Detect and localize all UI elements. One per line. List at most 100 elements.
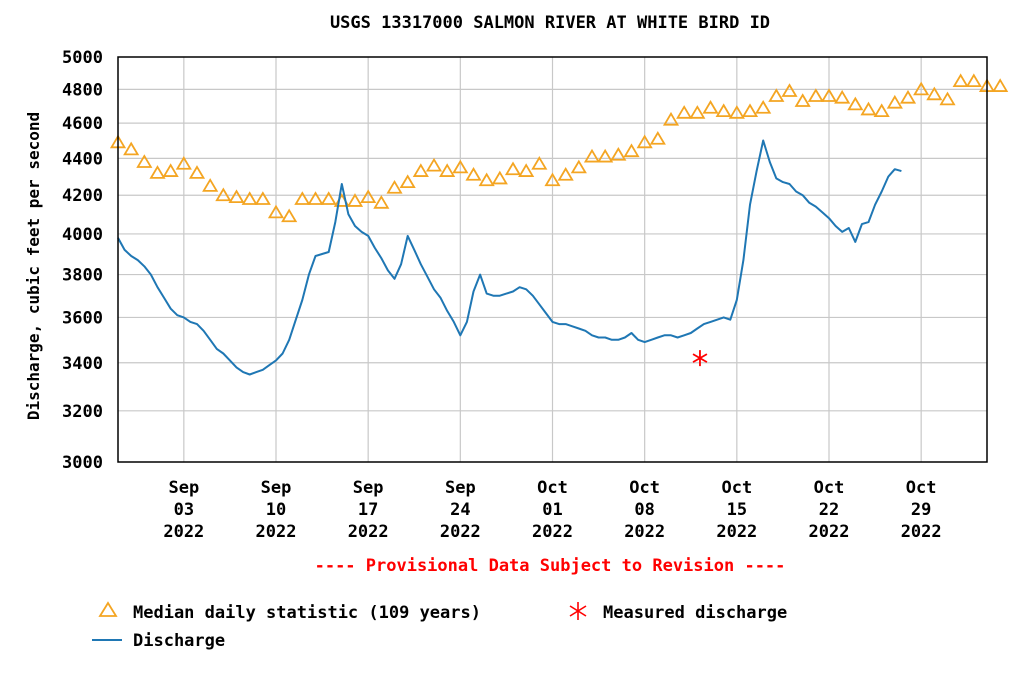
y-tick-label: 3600 — [62, 308, 103, 328]
median-marker — [439, 163, 456, 177]
median-marker — [373, 195, 390, 209]
x-tick-label: 2022 — [532, 522, 573, 542]
plot-frame — [117, 56, 988, 463]
x-tick-label: 22 — [819, 500, 839, 520]
median-marker — [860, 101, 877, 116]
median-marker — [544, 172, 561, 187]
measured-series — [692, 350, 708, 367]
median-marker — [346, 193, 364, 207]
median-marker — [702, 99, 719, 114]
median-marker — [768, 88, 785, 102]
x-tick-label: Sep — [261, 478, 292, 498]
chart-title: USGS 13317000 SALMON RIVER AT WHITE BIRD… — [330, 13, 770, 33]
x-tick-label: 15 — [727, 500, 747, 520]
median-marker — [215, 187, 232, 202]
median-marker — [755, 99, 772, 114]
median-marker — [307, 191, 324, 205]
median-marker — [386, 179, 403, 194]
legend: Median daily statistic (109 years) Measu… — [92, 601, 787, 651]
median-marker — [162, 163, 179, 177]
median-marker — [597, 148, 614, 163]
median-marker — [491, 170, 508, 185]
median-marker — [715, 103, 732, 118]
x-tick-label: 2022 — [348, 522, 389, 542]
median-marker — [952, 73, 969, 88]
legend-median-label: Median daily statistic (109 years) — [133, 603, 481, 623]
median-marker — [465, 166, 482, 181]
median-marker — [360, 189, 377, 204]
median-marker — [676, 105, 693, 119]
x-tick-label: 2022 — [440, 522, 481, 542]
grid — [118, 57, 987, 462]
median-marker — [899, 89, 917, 104]
median-marker — [202, 178, 219, 192]
x-tick-label: 2022 — [624, 522, 665, 542]
median-marker — [294, 191, 311, 205]
x-tick-label: 10 — [266, 500, 286, 520]
y-tick-label: 5000 — [62, 48, 103, 68]
x-tick-label: 01 — [542, 500, 562, 520]
y-tick-label: 4200 — [62, 186, 103, 206]
median-marker — [149, 165, 166, 179]
median-marker — [926, 86, 943, 101]
legend-discharge: Discharge — [92, 631, 225, 651]
median-marker — [320, 191, 337, 205]
x-tick-label: 08 — [634, 500, 654, 520]
triangle-marker-icon — [98, 601, 118, 617]
median-marker — [583, 148, 601, 163]
x-tick-label: Sep — [168, 478, 199, 498]
median-marker — [913, 81, 930, 96]
median-marker — [834, 89, 851, 104]
median-marker — [281, 208, 298, 223]
median-marker — [478, 172, 495, 187]
median-marker — [741, 103, 759, 118]
median-marker — [254, 191, 271, 205]
median-marker — [636, 134, 653, 149]
median-marker — [886, 94, 903, 109]
median-marker — [623, 143, 640, 158]
median-marker — [689, 105, 706, 119]
median-marker — [531, 156, 548, 170]
median-marker — [267, 204, 285, 219]
star-marker-icon — [569, 602, 587, 620]
x-tick-label: Oct — [537, 478, 568, 498]
y-tick-label: 4600 — [62, 114, 103, 134]
median-marker — [557, 166, 574, 181]
x-tick-label: 24 — [450, 500, 470, 520]
median-marker — [794, 93, 811, 107]
x-tick-label: Sep — [445, 478, 476, 498]
median-marker — [992, 78, 1009, 92]
discharge-line — [117, 139, 902, 376]
median-marker — [241, 191, 258, 205]
x-axis-ticks: Sep032022Sep102022Sep172022Sep242022Oct0… — [163, 478, 941, 542]
median-marker — [965, 73, 982, 88]
x-tick-label: Oct — [721, 478, 752, 498]
median-marker — [781, 83, 798, 97]
median-marker — [662, 111, 680, 126]
y-tick-label: 3000 — [62, 453, 103, 473]
median-marker — [939, 91, 956, 106]
x-tick-label: 2022 — [809, 522, 850, 542]
x-tick-label: 2022 — [901, 522, 942, 542]
legend-measured-label: Measured discharge — [603, 603, 787, 623]
median-marker — [728, 105, 745, 119]
legend-discharge-label: Discharge — [133, 631, 225, 651]
measured-marker — [692, 350, 708, 367]
median-marker — [518, 163, 535, 177]
median-series — [109, 73, 1009, 223]
median-marker — [399, 174, 416, 189]
x-tick-label: 2022 — [716, 522, 757, 542]
median-marker — [504, 161, 522, 176]
median-marker — [873, 103, 890, 118]
legend-median: Median daily statistic (109 years) — [98, 601, 481, 623]
x-tick-label: 03 — [174, 500, 194, 520]
y-tick-label: 4800 — [62, 80, 103, 100]
median-marker — [136, 154, 153, 168]
y-tick-label: 3400 — [62, 354, 103, 374]
y-tick-label: 3800 — [62, 266, 103, 286]
median-marker — [175, 156, 192, 170]
median-marker — [820, 88, 838, 102]
x-tick-label: 2022 — [256, 522, 297, 542]
median-marker — [847, 96, 864, 111]
